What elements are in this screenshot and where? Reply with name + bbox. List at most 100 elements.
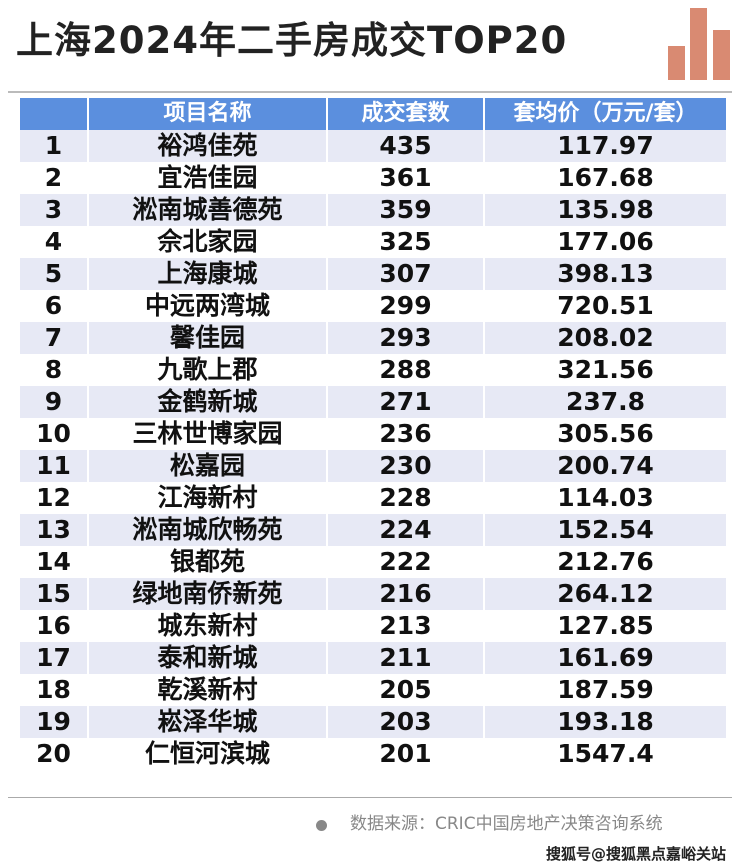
table-row: 6 中远两湾城 299 720.51 xyxy=(20,290,726,322)
cell-avg-price: 135.98 xyxy=(483,194,726,226)
cell-project-name: 上海康城 xyxy=(87,258,327,290)
cell-rank: 13 xyxy=(20,514,88,546)
cell-deals-count: 307 xyxy=(326,258,484,290)
bullet-icon xyxy=(316,820,327,831)
cell-deals-count: 299 xyxy=(326,290,484,322)
cell-deals-count: 228 xyxy=(326,482,484,514)
cell-rank: 11 xyxy=(20,450,88,482)
cell-avg-price: 193.18 xyxy=(483,706,726,738)
cell-project-name: 银都苑 xyxy=(87,546,327,578)
cell-rank: 7 xyxy=(20,322,88,354)
cell-deals-count: 211 xyxy=(326,642,484,674)
cell-project-name: 宜浩佳园 xyxy=(87,162,327,194)
cell-deals-count: 435 xyxy=(326,130,484,162)
cell-avg-price: 114.03 xyxy=(483,482,726,514)
cell-project-name: 淞南城善德苑 xyxy=(87,194,327,226)
table-row: 14 银都苑 222 212.76 xyxy=(20,546,726,578)
cell-deals-count: 224 xyxy=(326,514,484,546)
cell-avg-price: 177.06 xyxy=(483,226,726,258)
cell-avg-price: 264.12 xyxy=(483,578,726,610)
cell-deals-count: 230 xyxy=(326,450,484,482)
cell-rank: 18 xyxy=(36,675,71,704)
cell-project-name: 城东新村 xyxy=(87,610,327,642)
cell-deals-count: 203 xyxy=(326,706,484,738)
cell-rank: 6 xyxy=(44,291,63,320)
table-row: 11 松嘉园 230 200.74 xyxy=(20,450,726,482)
watermark: 搜狐号@搜狐黑点嘉峪关站 xyxy=(545,845,726,863)
cell-project-name: 绿地南侨新苑 xyxy=(87,578,327,610)
cell-project-name: 中远两湾城 xyxy=(87,290,327,322)
cell-rank: 16 xyxy=(36,611,71,640)
cell-rank: 19 xyxy=(20,706,88,738)
cell-avg-price: 161.69 xyxy=(483,642,726,674)
cell-avg-price: 212.76 xyxy=(483,546,726,578)
header-rank xyxy=(20,98,88,130)
cell-project-name: 乾溪新村 xyxy=(87,674,327,706)
cell-avg-price: 398.13 xyxy=(483,258,726,290)
cell-avg-price: 237.8 xyxy=(483,386,726,418)
table-row: 4 佘北家园 325 177.06 xyxy=(20,226,726,258)
cell-avg-price: 117.97 xyxy=(483,130,726,162)
table-row: 3 淞南城善德苑 359 135.98 xyxy=(20,194,726,226)
cell-deals-count: 236 xyxy=(326,418,484,450)
table-row: 18 乾溪新村 205 187.59 xyxy=(20,674,726,706)
divider xyxy=(8,91,732,93)
cell-rank: 14 xyxy=(36,547,71,576)
cell-project-name: 淞南城欣畅苑 xyxy=(87,514,327,546)
cell-deals-count: 359 xyxy=(326,194,484,226)
cell-deals-count: 293 xyxy=(326,322,484,354)
table-row: 12 江海新村 228 114.03 xyxy=(20,482,726,514)
cell-avg-price: 200.74 xyxy=(483,450,726,482)
divider xyxy=(8,797,732,798)
header-deals-count: 成交套数 xyxy=(326,98,484,130)
cell-avg-price: 1547.4 xyxy=(483,738,726,770)
ranking-table: 项目名称 成交套数 套均价（万元/套） 1 裕鸿佳苑 435 117.97 2 宜浩佳园 361… xyxy=(20,98,726,770)
cell-project-name: 九歌上郡 xyxy=(87,354,327,386)
cell-rank: 3 xyxy=(20,194,88,226)
bar-chart-logo-icon xyxy=(668,8,732,80)
cell-deals-count: 288 xyxy=(326,354,484,386)
cell-rank: 17 xyxy=(20,642,88,674)
header-avg-price: 套均价（万元/套） xyxy=(483,98,726,130)
cell-deals-count: 361 xyxy=(326,162,484,194)
table-row: 9 金鹤新城 271 237.8 xyxy=(20,386,726,418)
cell-rank: 8 xyxy=(44,355,63,384)
data-source: 数据来源：CRIC中国房地产决策咨询系统 xyxy=(350,814,663,834)
cell-project-name: 泰和新城 xyxy=(87,642,327,674)
cell-avg-price: 321.56 xyxy=(483,354,726,386)
cell-rank: 10 xyxy=(36,419,71,448)
cell-project-name: 崧泽华城 xyxy=(87,706,327,738)
table-row: 20 仁恒河滨城 201 1547.4 xyxy=(20,738,726,770)
cell-project-name: 江海新村 xyxy=(87,482,327,514)
cell-project-name: 裕鸿佳苑 xyxy=(87,130,327,162)
cell-project-name: 三林世博家园 xyxy=(87,418,327,450)
cell-avg-price: 187.59 xyxy=(483,674,726,706)
cell-avg-price: 305.56 xyxy=(483,418,726,450)
cell-project-name: 金鹤新城 xyxy=(87,386,327,418)
table-row: 5 上海康城 307 398.13 xyxy=(20,258,726,290)
cell-project-name: 馨佳园 xyxy=(87,322,327,354)
table-row: 13 淞南城欣畅苑 224 152.54 xyxy=(20,514,726,546)
cell-deals-count: 271 xyxy=(326,386,484,418)
table-row: 16 城东新村 213 127.85 xyxy=(20,610,726,642)
table-row: 8 九歌上郡 288 321.56 xyxy=(20,354,726,386)
table-row: 15 绿地南侨新苑 216 264.12 xyxy=(20,578,726,610)
cell-avg-price: 208.02 xyxy=(483,322,726,354)
cell-rank: 15 xyxy=(20,578,88,610)
cell-rank: 12 xyxy=(36,483,71,512)
cell-project-name: 仁恒河滨城 xyxy=(87,738,327,770)
cell-avg-price: 167.68 xyxy=(483,162,726,194)
cell-avg-price: 720.51 xyxy=(483,290,726,322)
cell-avg-price: 127.85 xyxy=(483,610,726,642)
cell-project-name: 佘北家园 xyxy=(87,226,327,258)
table-row: 7 馨佳园 293 208.02 xyxy=(20,322,726,354)
cell-project-name: 松嘉园 xyxy=(87,450,327,482)
page-title: 上海2024年二手房成交TOP20 xyxy=(16,19,568,62)
table-row: 10 三林世博家园 236 305.56 xyxy=(20,418,726,450)
cell-deals-count: 205 xyxy=(326,674,484,706)
cell-rank: 1 xyxy=(20,130,88,162)
cell-rank: 20 xyxy=(36,739,71,768)
cell-rank: 5 xyxy=(20,258,88,290)
cell-deals-count: 325 xyxy=(326,226,484,258)
cell-deals-count: 216 xyxy=(326,578,484,610)
